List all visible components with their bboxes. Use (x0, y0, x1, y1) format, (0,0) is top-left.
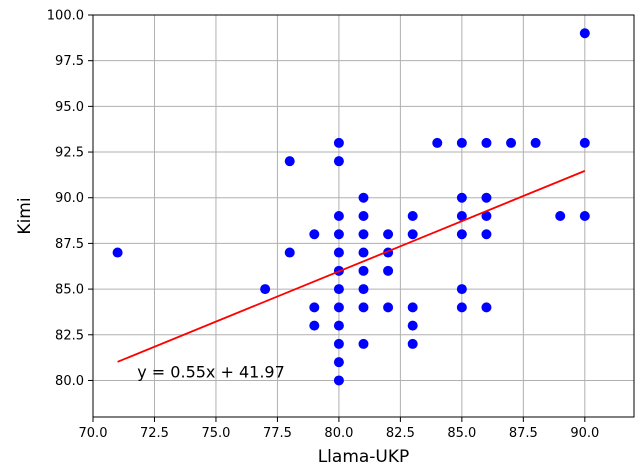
data-point (456, 137, 467, 148)
regression-equation: y = 0.55x + 41.97 (137, 362, 285, 381)
data-point (333, 357, 344, 368)
y-tick-label: 80.0 (55, 374, 84, 389)
plot-frame (92, 14, 635, 418)
data-point (333, 375, 344, 386)
data-point (358, 338, 369, 349)
data-point (383, 229, 394, 240)
data-point (333, 302, 344, 313)
x-tick-label: 82.5 (386, 426, 415, 441)
data-point (333, 338, 344, 349)
data-point (506, 137, 517, 148)
data-point (284, 156, 295, 167)
data-point (407, 229, 418, 240)
data-point (358, 211, 369, 221)
data-point (456, 229, 467, 240)
data-points (112, 28, 590, 386)
data-point (481, 137, 492, 148)
data-point (456, 211, 467, 221)
data-point (481, 192, 492, 203)
y-tick-label: 97.5 (55, 54, 84, 69)
data-point (358, 229, 369, 240)
data-point (333, 320, 344, 331)
regression-line (117, 170, 586, 363)
y-tick-label: 100.0 (47, 9, 84, 24)
x-tick-label: 87.5 (509, 426, 538, 441)
data-point (358, 192, 369, 203)
y-axis-label: Kimi (15, 197, 35, 234)
data-point (579, 211, 590, 221)
data-point (260, 284, 271, 295)
data-point (309, 229, 320, 240)
x-tick-label: 85.0 (447, 426, 476, 441)
data-point (407, 320, 418, 331)
data-point (309, 320, 320, 331)
x-tick-label: 70.0 (79, 426, 108, 441)
data-point (579, 28, 590, 39)
data-point (309, 302, 320, 313)
y-axis-ticks: 80.0 82.5 85.0 87.5 90.0 92.5 95.0 97.5 100.0 (47, 9, 93, 389)
data-point (530, 137, 541, 148)
data-point (481, 302, 492, 313)
data-point (358, 302, 369, 313)
data-point (333, 284, 344, 295)
data-point (456, 192, 467, 203)
x-tick-label: 90.0 (570, 426, 599, 441)
y-tick-label: 82.5 (55, 328, 84, 343)
x-tick-label: 72.5 (140, 426, 169, 441)
regression-line-group (117, 170, 586, 363)
y-tick-label: 87.5 (55, 237, 84, 252)
data-point (383, 302, 394, 313)
data-point (407, 338, 418, 349)
data-point (555, 211, 566, 221)
x-axis-ticks: 70.0 72.5 75.0 77.5 80.0 82.5 85.0 87.5 90.0 (79, 417, 599, 441)
data-point (383, 265, 394, 276)
y-tick-label: 85.0 (55, 283, 84, 298)
data-point (358, 247, 369, 258)
data-point (333, 247, 344, 258)
data-point (407, 211, 418, 221)
x-tick-label: 77.5 (263, 426, 292, 441)
data-point (481, 229, 492, 240)
x-tick-label: 75.0 (201, 426, 230, 441)
y-tick-label: 90.0 (55, 191, 84, 206)
data-point (333, 229, 344, 240)
data-point (358, 284, 369, 295)
x-axis-label: Llama-UKP (318, 447, 410, 467)
data-point (333, 211, 344, 221)
y-tick-label: 92.5 (55, 146, 84, 161)
data-point (358, 265, 369, 276)
y-tick-label: 95.0 (55, 100, 84, 115)
x-tick-label: 80.0 (324, 426, 353, 441)
data-point (432, 137, 443, 148)
data-point (407, 302, 418, 313)
data-point (579, 137, 590, 148)
data-point (112, 247, 123, 258)
data-point (333, 137, 344, 148)
data-point (284, 247, 295, 258)
data-point (456, 284, 467, 295)
data-point (481, 211, 492, 221)
data-point (456, 302, 467, 313)
data-point (333, 156, 344, 167)
